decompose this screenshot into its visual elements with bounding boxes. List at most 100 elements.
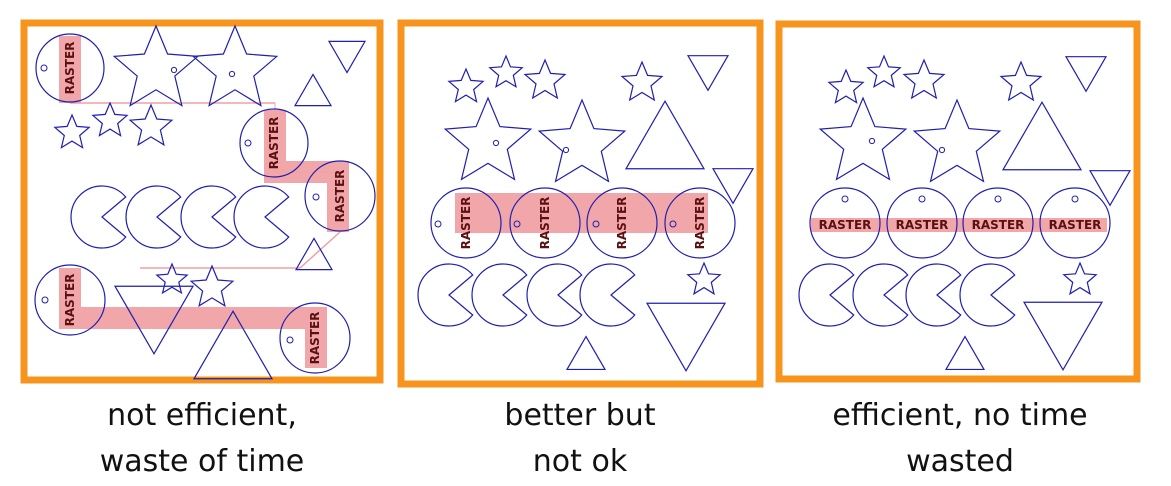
disc-shape [35, 33, 105, 103]
raster-label: RASTER [615, 197, 629, 250]
caption-not-efficient: not efficient, waste of time [99, 398, 305, 479]
triangle-up-shape [944, 335, 986, 371]
hole-mark [841, 195, 849, 203]
triangle-down-shape [645, 302, 727, 372]
pacman-shape [798, 263, 855, 327]
hole-mark [592, 220, 600, 228]
star-shape [866, 54, 902, 89]
hole-mark [41, 296, 49, 304]
triangle-down-shape [711, 168, 755, 205]
pacman-shape [233, 185, 290, 249]
triangle-down-shape [686, 55, 730, 92]
raster-path [264, 110, 349, 232]
raster-label: RASTER [63, 42, 77, 95]
star-shape [912, 98, 1002, 183]
disc-shape [886, 187, 958, 259]
hole-mark [434, 220, 442, 228]
panel-efficient: RASTER RASTER RASTER RASTER [775, 20, 1141, 383]
triangle-up-shape [1001, 101, 1083, 171]
triangle-down-shape [1064, 56, 1108, 93]
pacman-shape [70, 185, 127, 249]
disc-shape [1039, 187, 1111, 259]
pacman-shape [125, 185, 182, 249]
triangle-down-shape [1088, 170, 1132, 207]
star-shape [189, 264, 235, 308]
triangle-up-shape [192, 310, 274, 380]
star-shape [999, 60, 1043, 102]
hole-mark [1071, 195, 1079, 203]
star-shape [1062, 261, 1098, 296]
disc-shape [509, 187, 581, 259]
raster-label: RASTER [308, 312, 322, 365]
raster-label: RASTER [896, 218, 949, 232]
hole-mark [170, 66, 178, 74]
raster-label: RASTER [1049, 218, 1102, 232]
star-shape [443, 96, 533, 181]
pacman-shape [852, 263, 909, 327]
star-shape [191, 24, 279, 107]
triangle-down-shape [113, 285, 195, 355]
raster-label: RASTER [538, 197, 552, 250]
raster-label: RASTER [459, 197, 473, 250]
hole-mark [938, 146, 946, 154]
hole-mark [40, 64, 48, 72]
raster-label: RASTER [333, 170, 347, 223]
hole-mark [228, 70, 236, 78]
pacman-shape [526, 263, 583, 327]
triangle-up-shape [624, 100, 706, 170]
triangle-down-shape [1022, 301, 1104, 371]
star-shape [155, 262, 189, 295]
hole-mark [994, 195, 1002, 203]
caption-efficient: efficient, no time wasted [832, 398, 1088, 479]
pacman-shape [905, 263, 962, 327]
star-shape [686, 261, 722, 296]
hole-mark [312, 193, 320, 201]
star-shape [112, 24, 200, 107]
pacman-shape [579, 263, 636, 327]
hole-mark [669, 220, 677, 228]
star-shape [902, 58, 946, 100]
raster-label: RASTER [693, 197, 707, 250]
hole-mark [562, 146, 570, 154]
hole-mark [513, 220, 521, 228]
raster-label: RASTER [63, 274, 77, 327]
disc-shape [586, 187, 658, 259]
disc-shape [34, 264, 106, 336]
raster-label: RASTER [972, 218, 1025, 232]
hole-mark [286, 336, 294, 344]
pacman-shape [417, 263, 474, 327]
raster-path [59, 268, 327, 368]
disc-shape [664, 187, 736, 259]
star-shape [91, 101, 129, 137]
star-shape [818, 96, 908, 181]
hole-mark [244, 139, 252, 147]
triangle-up-shape [293, 73, 333, 107]
star-shape [488, 54, 524, 89]
triangle-up-shape [565, 335, 607, 371]
star-shape [53, 113, 91, 149]
star-shape [128, 103, 174, 147]
star-shape [827, 68, 865, 104]
raster-label: RASTER [819, 218, 872, 232]
disc-shape [809, 187, 881, 259]
star-shape [447, 67, 485, 103]
disc-shape [239, 108, 309, 178]
hole-mark [918, 195, 926, 203]
star-shape [620, 60, 664, 102]
pacman-shape [959, 263, 1016, 327]
hole-mark [492, 139, 500, 147]
disc-shape [430, 187, 502, 259]
disc-shape [279, 302, 351, 374]
hole-mark [868, 137, 876, 145]
triangle-up-shape [294, 237, 334, 271]
panel-not-efficient: RASTER RASTER RASTER RASTER RASTER [20, 19, 384, 384]
disc-shape [962, 187, 1034, 259]
star-shape [523, 58, 567, 100]
pacman-shape [471, 263, 528, 327]
pacman-shape [180, 185, 237, 249]
raster-label: RASTER [267, 117, 281, 170]
panel-better-but-not-ok: RASTER RASTER RASTER RASTER [397, 19, 764, 388]
triangle-down-shape [327, 40, 367, 74]
star-shape [537, 98, 627, 183]
